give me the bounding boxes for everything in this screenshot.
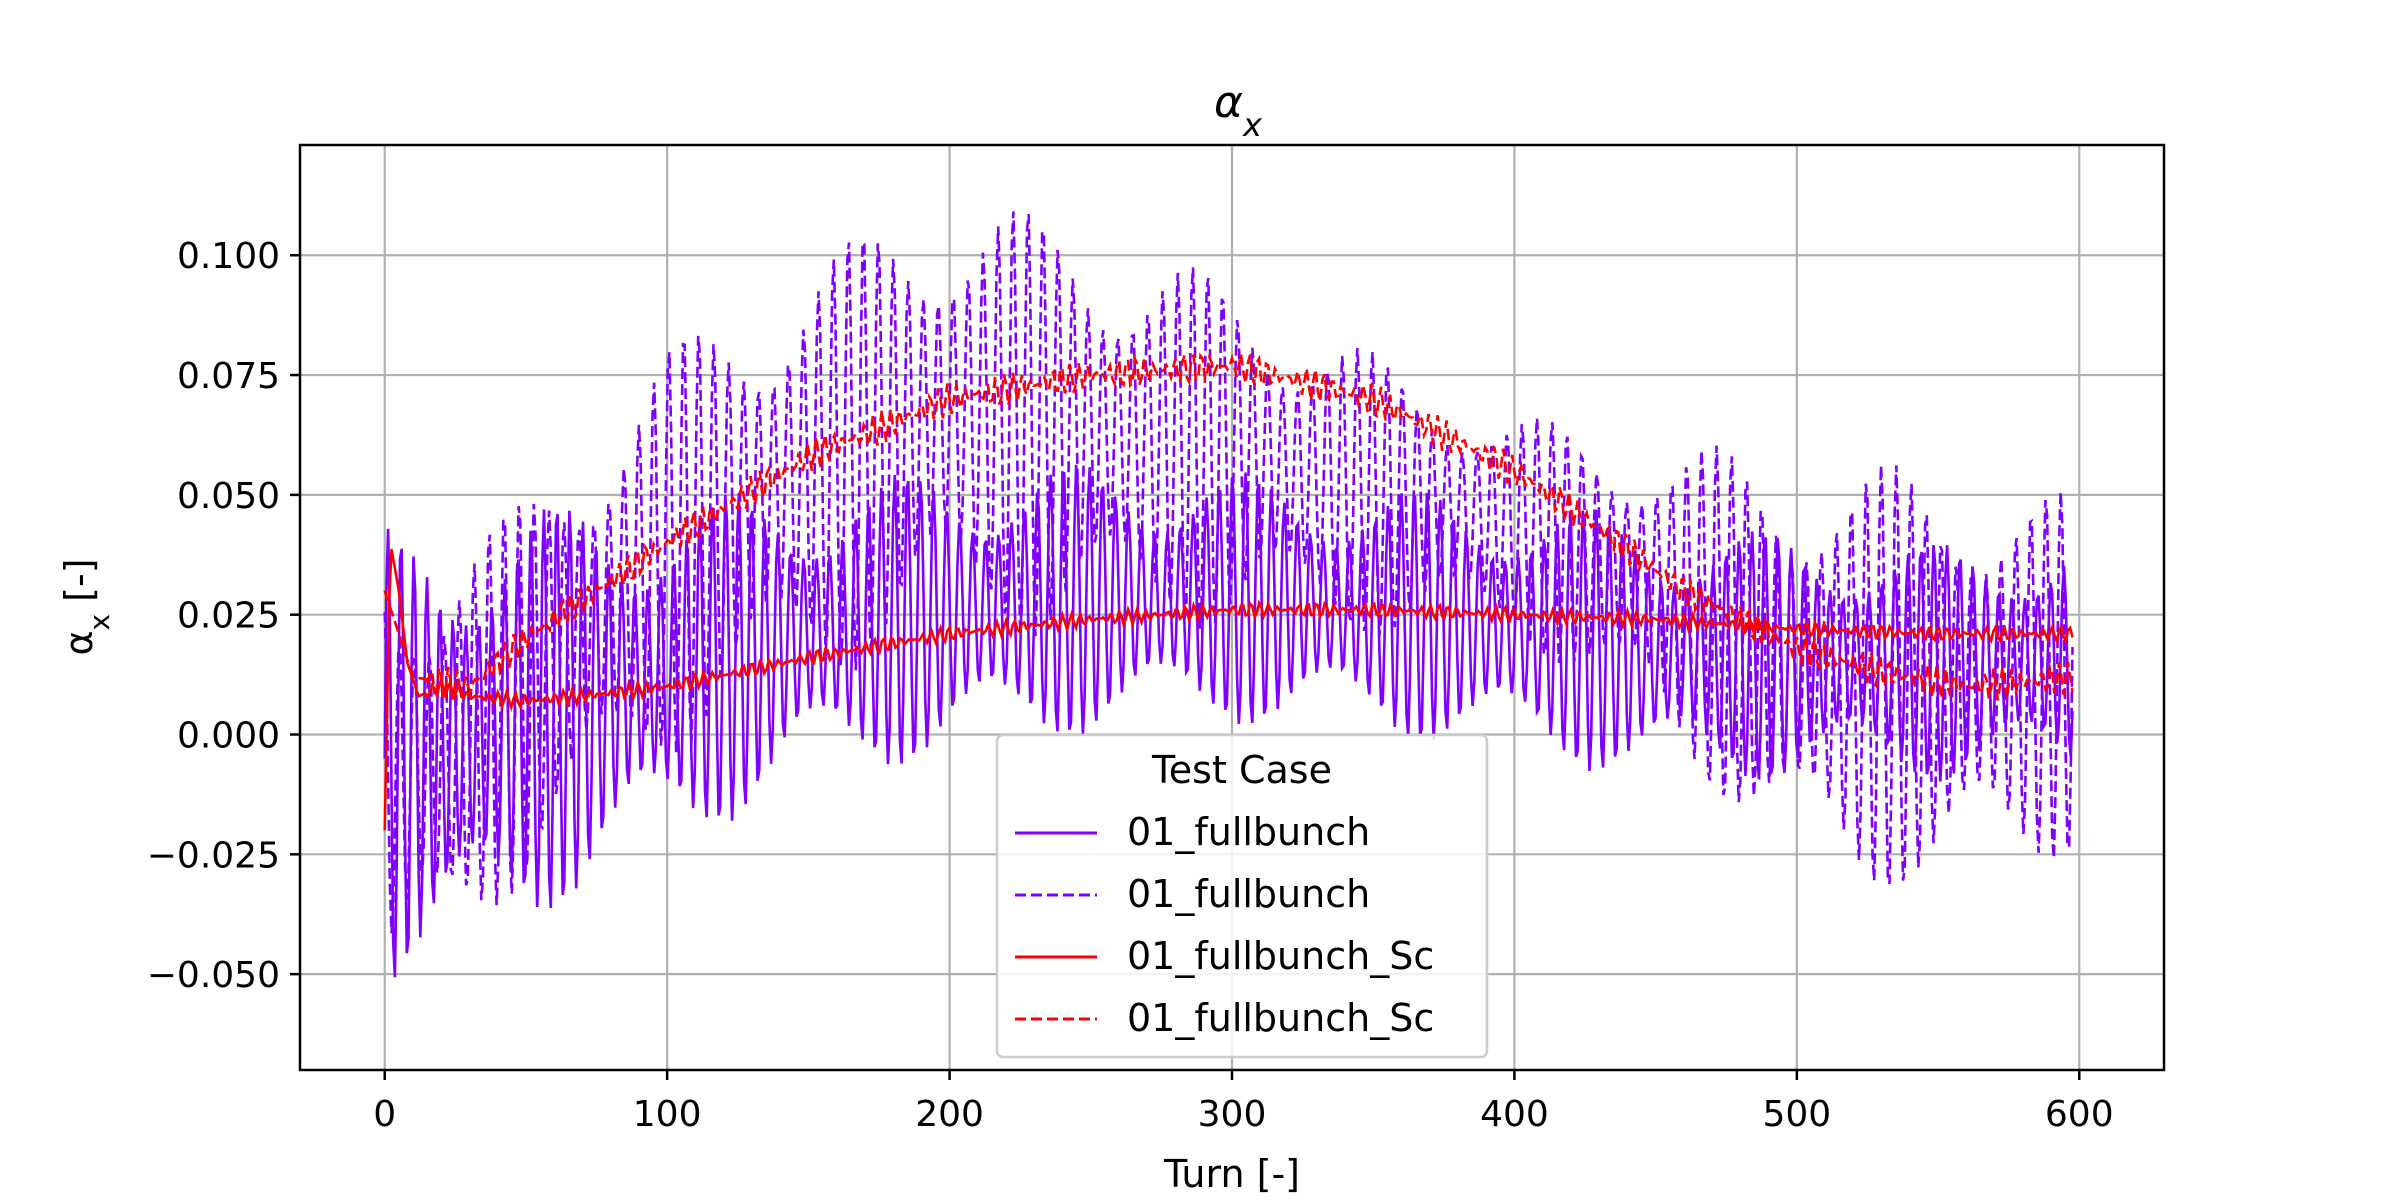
y-tick-label: 0.050 [177,476,280,517]
x-tick-label: 0 [373,1094,396,1135]
series-group [383,211,2074,978]
series-line-2 [383,548,2074,831]
x-tick-label: 400 [1480,1094,1549,1135]
x-tick-label: 100 [633,1094,702,1135]
x-axis: 0 100 200 300 400 500 600 [373,1070,2114,1135]
legend: Test Case 01_fullbunch 01_fullbunch 01_full… [995,733,1489,1059]
y-tick-label: 0.075 [177,356,280,397]
series-line-0 [383,464,2074,978]
x-tick-label: 600 [2045,1094,2114,1135]
y-tick-label: −0.050 [147,955,280,996]
y-tick-label: 0.025 [177,596,280,637]
x-tick-label: 200 [915,1094,984,1135]
series-line-3 [383,352,2074,701]
x-axis-label: Turn [-] [1163,1152,1300,1196]
chart-title: αx [1214,77,1263,144]
legend-entry-label: 01_fullbunch [1127,872,1370,916]
legend-entry-label: 01_fullbunch [1127,810,1370,854]
y-tick-label: 0.100 [177,236,280,277]
x-tick-label: 300 [1198,1094,1267,1135]
y-tick-label: −0.025 [147,835,280,876]
legend-title: Test Case [1151,748,1332,792]
y-axis-label: αx [-] [57,558,116,655]
legend-box [995,733,1489,1059]
legend-entry-label: 01_fullbunch_Sc [1127,934,1434,978]
series-line-1 [383,211,2074,934]
y-axis: −0.050 −0.025 0.000 0.025 0.050 0.075 0.100 [147,236,300,996]
x-tick-label: 500 [1762,1094,1831,1135]
y-tick-label: 0.000 [177,716,280,757]
legend-entry-label: 01_fullbunch_Sc [1127,996,1434,1040]
